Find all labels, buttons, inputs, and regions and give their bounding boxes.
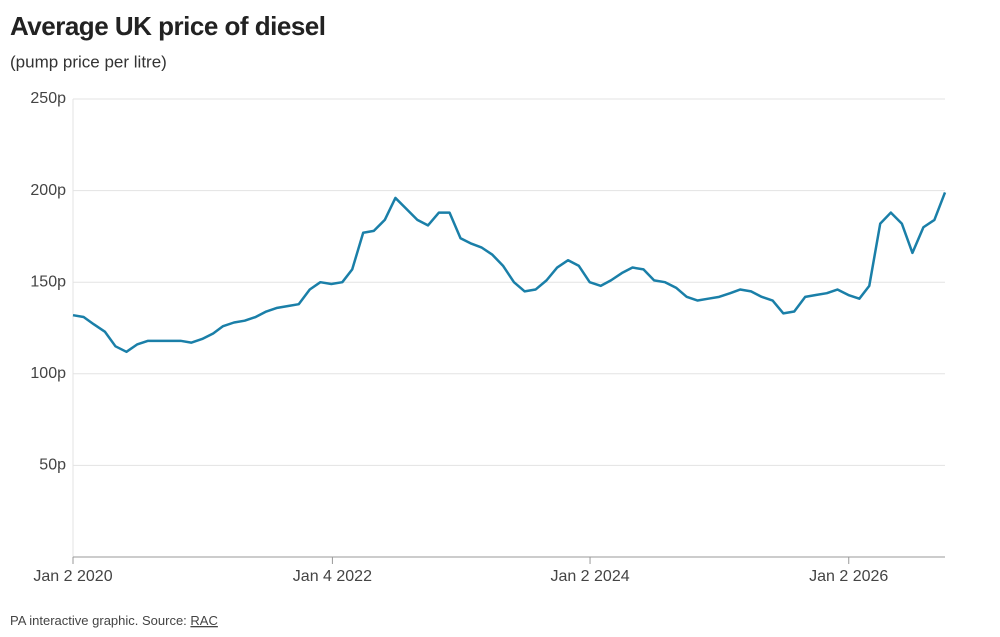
x-tick-label: Jan 2 2024: [550, 568, 629, 585]
source-text: PA interactive graphic. Source:: [10, 613, 190, 628]
x-tick-label: Jan 2 2026: [809, 568, 888, 585]
data-line: [72, 191, 947, 354]
x-tick-label: Jan 2 2020: [33, 568, 112, 585]
x-tick-label: Jan 4 2022: [293, 568, 372, 585]
chart-title: Average UK price of diesel: [10, 11, 326, 41]
source-note: PA interactive graphic. Source: RAC: [10, 613, 218, 628]
source-link[interactable]: RAC: [190, 613, 217, 628]
y-tick-label: 250p: [30, 90, 66, 107]
y-tick-label: 50p: [39, 457, 66, 474]
chart-subtitle: (pump price per litre): [10, 52, 167, 71]
y-tick-label: 200p: [30, 182, 66, 199]
y-tick-label: 150p: [30, 273, 66, 290]
y-tick-label: 100p: [30, 365, 66, 382]
